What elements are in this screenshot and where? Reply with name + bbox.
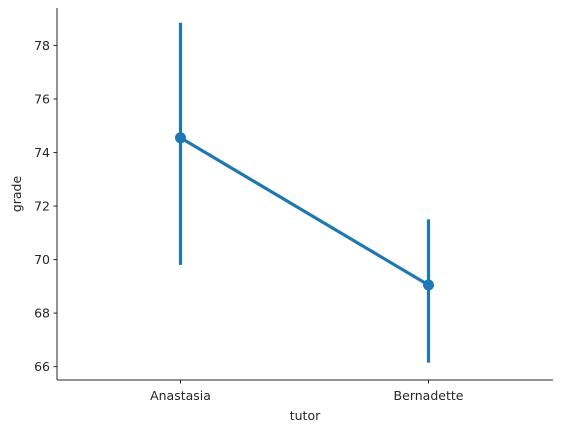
y-axis-label: grade — [9, 176, 24, 213]
y-tick-label: 78 — [34, 38, 50, 53]
y-ticks: 66 68 70 72 74 76 78 — [34, 38, 57, 374]
series-line — [179, 136, 430, 287]
series-lines — [179, 136, 430, 287]
data-point — [423, 279, 434, 291]
x-tick-label: Anastasia — [150, 388, 211, 403]
y-tick-label: 70 — [34, 252, 50, 267]
axes — [56, 8, 553, 381]
x-axis-label: tutor — [290, 408, 321, 423]
y-tick-label: 72 — [34, 199, 50, 214]
error-bars — [178, 22, 431, 363]
y-tick-label: 68 — [34, 306, 50, 321]
data-point — [175, 132, 186, 144]
y-tick-label: 66 — [34, 359, 50, 374]
x-ticks: Anastasia Bernadette — [150, 380, 464, 403]
x-tick-label: Bernadette — [394, 388, 464, 403]
data-points — [175, 132, 434, 291]
y-tick-label: 74 — [34, 145, 50, 160]
y-tick-label: 76 — [34, 91, 50, 106]
